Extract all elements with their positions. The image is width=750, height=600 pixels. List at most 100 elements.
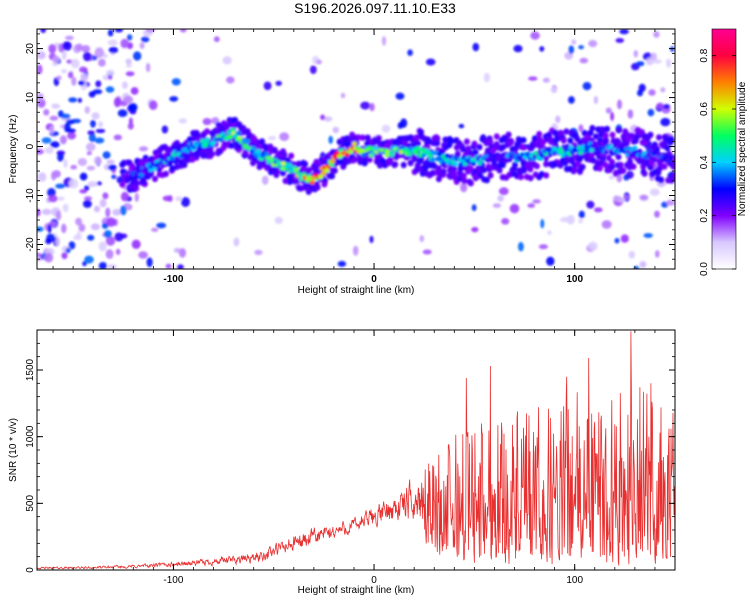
noise-blob [59,135,67,145]
noise-blob [616,173,623,183]
noise-blob [131,239,141,249]
noise-blob [55,236,60,247]
ridge-halo [250,159,256,167]
noise-blob [540,219,545,229]
x-tick-label: -100 [163,575,183,586]
noise-blob [98,121,103,128]
noise-blob [619,29,629,35]
ridge-halo [429,169,436,177]
noise-blob [555,115,561,124]
noise-blob [114,232,124,242]
ridge-halo [609,158,616,166]
colorbar-tick-label: 0.0 [699,262,710,276]
noise-blob [130,87,139,95]
ridge-core [211,140,217,145]
noise-blob [571,39,577,45]
noise-blob [96,181,102,186]
ridge-core [324,168,330,173]
ridge-halo [451,165,458,172]
noise-blob [76,231,82,238]
ridge-halo [512,161,519,168]
noise-blob [105,207,111,218]
noise-blob [613,195,620,202]
ridge-halo [204,128,210,135]
noise-blob [328,135,334,144]
noise-blob [458,123,465,129]
ridge-halo [564,157,571,164]
noise-blob [90,223,100,231]
ridge-halo [557,162,564,169]
noise-blob [87,234,95,241]
noise-blob [156,222,167,229]
noise-blob [633,50,638,58]
noise-blob [82,199,92,208]
ridge-core [286,162,292,168]
ridge-halo [543,172,550,179]
noise-blob [79,66,87,73]
noise-blob [645,57,654,66]
ridge-core [294,167,300,172]
ridge-core [361,152,367,157]
noise-blob [41,137,52,144]
noise-blob [626,170,634,179]
noise-blob [48,195,58,203]
noise-blob [67,71,74,79]
ridge-core [507,157,513,163]
ridge-core [389,152,395,157]
noise-blob [211,117,220,125]
ridge-halo [531,135,538,142]
noise-blob [579,57,589,64]
noise-blob [471,204,477,212]
noise-blob [460,182,468,193]
ridge-halo [355,134,362,141]
ridge-core [124,172,130,177]
ridge-halo [129,162,136,170]
ridge-halo [228,142,235,149]
ridge-halo [648,159,655,166]
ridge-halo [630,163,637,170]
noise-blob [41,208,52,216]
noise-blob [528,76,538,81]
noise-blob [623,195,629,200]
ridge-core [348,149,354,154]
ridge-core [244,139,250,144]
noise-blob [66,59,73,64]
noise-blob [111,174,117,179]
noise-blob [48,44,57,54]
ridge-halo [627,158,633,165]
noise-blob [98,241,107,252]
noise-blob [492,203,501,208]
noise-blob [518,241,524,252]
ridge-halo [657,160,663,167]
noise-blob [395,92,405,100]
noise-blob [117,109,128,117]
noise-blob [115,248,121,255]
y-tick-label: 0 [25,143,36,149]
noise-blob [594,207,603,213]
ridge-core [437,151,443,157]
noise-blob [497,195,504,202]
ridge-halo [520,144,527,151]
ridge-core [603,150,609,155]
noise-blob [175,196,182,202]
noise-blob [615,38,625,43]
ridge-core [578,150,584,155]
colorbar-tick-label: 0.8 [699,48,710,62]
noise-blob [233,237,240,247]
noise-blob [68,241,76,250]
ridge-core [663,153,669,158]
ridge-halo [603,138,609,145]
noise-blob [568,45,575,54]
noise-blob [261,175,269,185]
noise-blob [656,102,664,110]
noise-blob [57,153,64,162]
ridge-halo [440,168,447,175]
noise-blob [106,217,116,227]
noise-blob [55,210,62,221]
noise-blob [171,78,181,86]
noise-blob [79,172,88,181]
ridge-halo [527,166,534,173]
noise-blob [161,125,169,134]
ridge-halo [587,129,594,137]
